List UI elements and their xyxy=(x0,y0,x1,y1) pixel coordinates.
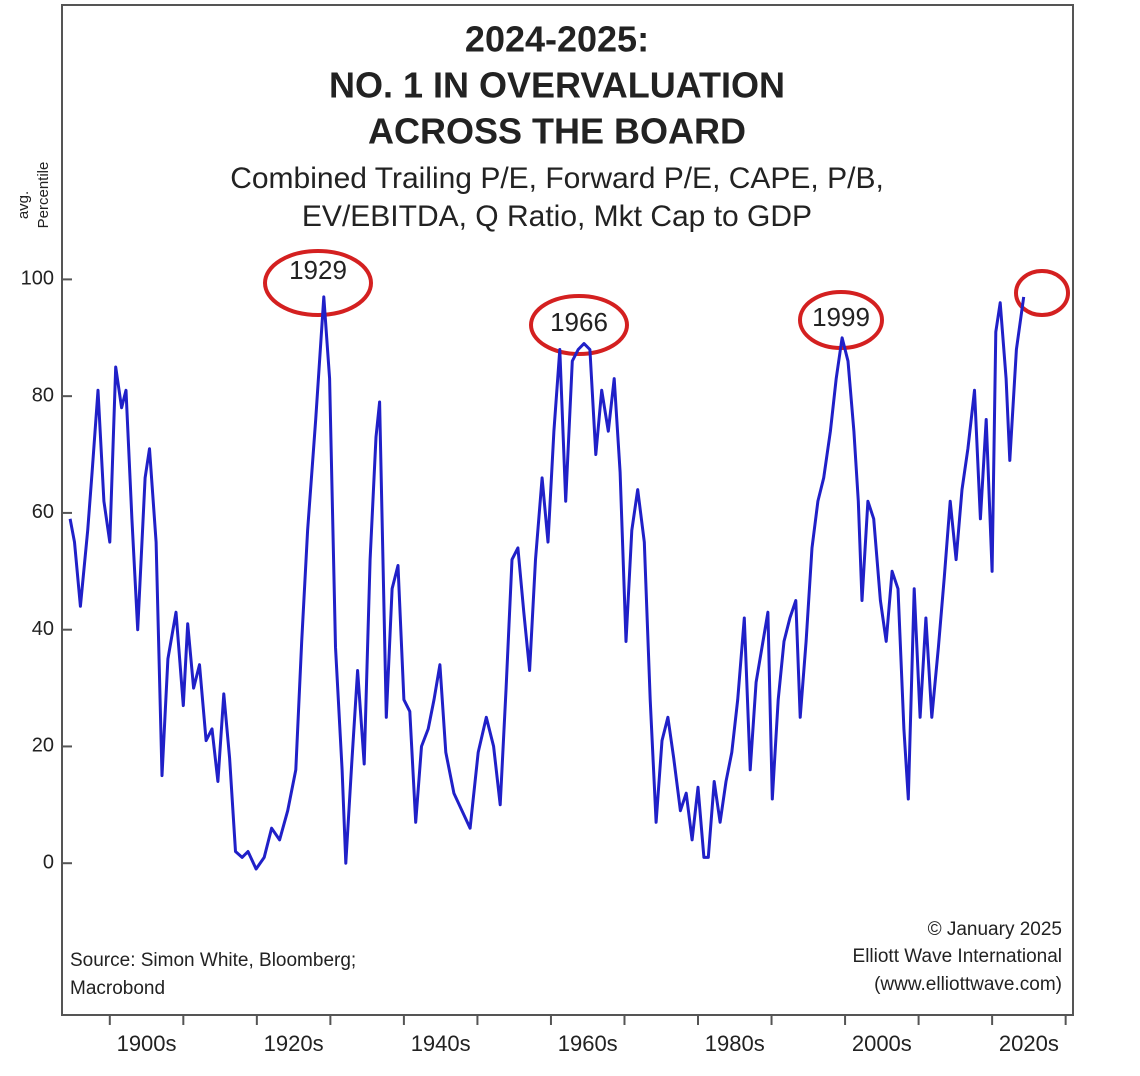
y-axis-label: Percentile xyxy=(35,162,52,229)
annotation: 1999 xyxy=(812,302,870,332)
y-tick-label: 40 xyxy=(32,618,54,640)
x-tick-label: 2000s xyxy=(852,1031,912,1056)
plot-frame xyxy=(61,4,1074,1016)
source-note: Macrobond xyxy=(70,978,165,999)
annotation: 1966 xyxy=(550,307,608,337)
y-tick-label: 60 xyxy=(32,501,54,523)
y-tick-label: 80 xyxy=(32,384,54,406)
data-line xyxy=(68,295,1026,871)
x-tick-label: 1980s xyxy=(705,1031,765,1056)
annotation: 1929 xyxy=(289,255,347,285)
highlight-circle xyxy=(263,249,373,317)
y-tick-label: 20 xyxy=(32,735,54,757)
y-axis-label: avg. xyxy=(15,191,32,219)
source-note: Source: Simon White, Bloomberg; xyxy=(70,950,356,971)
title-line: NO. 1 IN OVERVALUATION xyxy=(329,65,785,106)
credit-note: © January 2025 xyxy=(928,919,1062,940)
y-tick-label: 0 xyxy=(43,851,54,873)
subtitle-line: EV/EBITDA, Q Ratio, Mkt Cap to GDP xyxy=(302,200,812,233)
x-tick-label: 1920s xyxy=(264,1031,324,1056)
title-line: 2024-2025: xyxy=(465,19,649,60)
title-line: ACROSS THE BOARD xyxy=(368,111,746,152)
credit-note: Elliott Wave International xyxy=(853,946,1062,967)
subtitle-line: Combined Trailing P/E, Forward P/E, CAPE… xyxy=(230,162,884,195)
highlight-circle xyxy=(1014,269,1070,317)
x-tick-label: 1960s xyxy=(558,1031,618,1056)
x-tick-label: 1940s xyxy=(411,1031,471,1056)
highlight-circle xyxy=(529,294,629,356)
y-tick-label: 100 xyxy=(21,268,54,290)
credit-note: (www.elliottwave.com) xyxy=(874,974,1062,995)
x-tick-label: 1900s xyxy=(117,1031,177,1056)
x-tick-label: 2020s xyxy=(999,1031,1059,1056)
